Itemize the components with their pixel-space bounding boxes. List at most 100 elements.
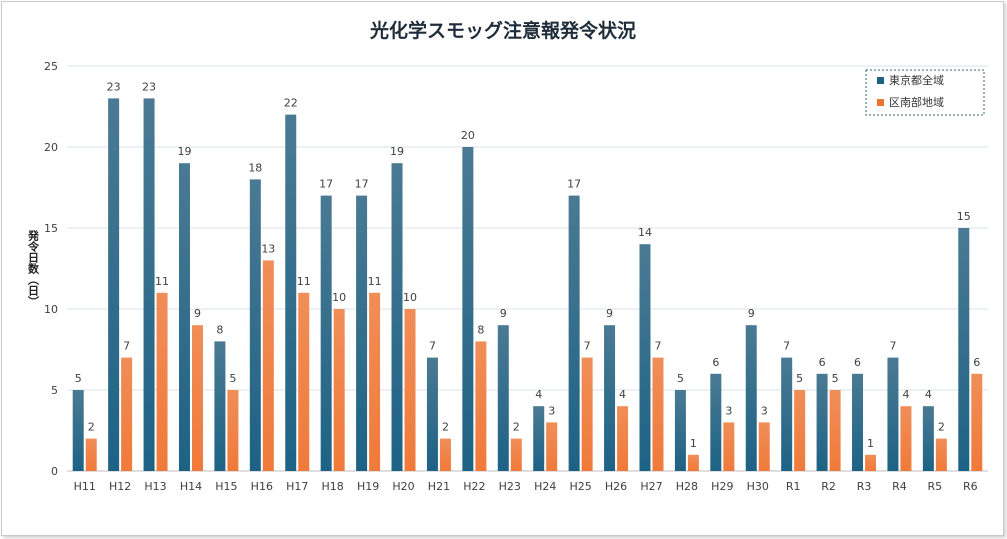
legend-label-south: 区南部地域 xyxy=(889,95,944,109)
x-tick-label-H19: H19 xyxy=(357,480,379,493)
bar-tokyo-H17 xyxy=(285,114,297,471)
x-tick-label-H21: H21 xyxy=(428,480,450,493)
y-axis-label: 発令日数（日） xyxy=(27,229,41,307)
y-tick-label: 10 xyxy=(44,303,58,316)
legend-swatch-tokyo xyxy=(877,77,884,84)
data-label-south-H27: 7 xyxy=(654,340,661,353)
y-tick-label: 15 xyxy=(44,222,58,235)
data-label-tokyo-R3: 6 xyxy=(854,356,861,369)
bar-tokyo-H24 xyxy=(533,406,545,471)
legend-box xyxy=(865,69,985,116)
data-label-south-H18: 10 xyxy=(332,291,346,304)
data-labels: 5223723111998518132211171017111910722089… xyxy=(75,80,981,449)
x-tick-label-R6: R6 xyxy=(963,480,978,493)
data-label-south-H28: 1 xyxy=(690,437,697,450)
bar-south-H25 xyxy=(581,357,593,471)
data-label-tokyo-H21: 7 xyxy=(429,340,436,353)
legend-swatch-south xyxy=(877,99,884,106)
data-label-south-H24: 3 xyxy=(548,404,555,417)
x-axis-ticks: H11 H12 H13 H14 H15 H16 H17 H18 H19 H20 H21 H22 H23 H… xyxy=(74,480,978,493)
bar-south-H23 xyxy=(510,438,522,471)
bar-south-R5 xyxy=(935,438,947,471)
bar-tokyo-H11 xyxy=(72,390,84,471)
x-tick-label-R1: R1 xyxy=(786,480,801,493)
bar-tokyo-H26 xyxy=(604,325,616,471)
data-label-south-H25: 7 xyxy=(584,340,591,353)
data-label-tokyo-R5: 4 xyxy=(925,388,932,401)
bar-tokyo-H12 xyxy=(108,98,120,472)
x-tick-label-R5: R5 xyxy=(928,480,943,493)
bar-south-H11 xyxy=(85,438,97,471)
data-label-south-H17: 11 xyxy=(297,275,311,288)
data-label-tokyo-H17: 22 xyxy=(284,97,298,110)
data-label-south-H11: 2 xyxy=(88,421,95,434)
data-label-south-H14: 9 xyxy=(194,307,201,320)
data-label-south-H29: 3 xyxy=(725,404,732,417)
bar-tokyo-H21 xyxy=(426,357,438,471)
bar-south-H12 xyxy=(121,357,133,471)
data-label-tokyo-R4: 7 xyxy=(889,340,896,353)
data-label-tokyo-R6: 15 xyxy=(957,210,971,223)
data-label-tokyo-H18: 17 xyxy=(319,178,333,191)
bar-tokyo-H22 xyxy=(462,147,474,471)
x-tick-label-H12: H12 xyxy=(109,480,131,493)
bar-tokyo-R3 xyxy=(852,373,864,471)
bar-south-H13 xyxy=(156,292,168,471)
data-label-tokyo-R1: 7 xyxy=(783,340,790,353)
bar-south-H26 xyxy=(617,406,629,471)
data-label-tokyo-H24: 4 xyxy=(535,388,542,401)
bar-tokyo-H18 xyxy=(320,195,332,471)
data-label-tokyo-H27: 14 xyxy=(638,226,652,239)
bar-south-H18 xyxy=(333,309,345,471)
bar-south-R6 xyxy=(971,373,983,471)
data-label-south-H22: 8 xyxy=(477,323,484,336)
gridlines xyxy=(67,65,988,472)
data-label-south-H30: 3 xyxy=(761,404,768,417)
y-tick-label: 25 xyxy=(44,60,58,73)
bar-south-H19 xyxy=(369,292,381,471)
data-label-south-H26: 4 xyxy=(619,388,626,401)
x-tick-label-H22: H22 xyxy=(463,480,485,493)
data-label-tokyo-H15: 8 xyxy=(216,323,223,336)
data-label-south-H13: 11 xyxy=(155,275,169,288)
x-tick-label-H23: H23 xyxy=(499,480,521,493)
data-label-south-H20: 10 xyxy=(403,291,417,304)
data-label-south-R3: 1 xyxy=(867,437,874,450)
x-tick-label-H24: H24 xyxy=(534,480,556,493)
legend: 東京都全域 区南部地域 xyxy=(865,69,985,116)
bar-south-H15 xyxy=(227,390,239,471)
bar-tokyo-H29 xyxy=(710,373,722,471)
data-label-tokyo-H13: 23 xyxy=(142,80,156,93)
bar-south-H21 xyxy=(439,438,451,471)
bar-south-H28 xyxy=(687,454,699,471)
data-label-south-H21: 2 xyxy=(442,421,449,434)
data-label-tokyo-H19: 17 xyxy=(355,178,369,191)
x-tick-label-R3: R3 xyxy=(857,480,872,493)
bars xyxy=(72,98,983,472)
data-label-south-H15: 5 xyxy=(229,372,236,385)
x-tick-label-H14: H14 xyxy=(180,480,202,493)
bar-tokyo-H25 xyxy=(568,195,580,471)
data-label-tokyo-H14: 19 xyxy=(177,145,191,158)
x-tick-label-H27: H27 xyxy=(640,480,662,493)
bar-tokyo-H23 xyxy=(497,325,509,471)
y-axis-ticks: 0 5 10 15 20 25 xyxy=(44,60,58,478)
bar-tokyo-R1 xyxy=(781,357,793,471)
bar-tokyo-R4 xyxy=(887,357,899,471)
x-tick-label-H26: H26 xyxy=(605,480,627,493)
bar-south-H27 xyxy=(652,357,664,471)
x-tick-label-H13: H13 xyxy=(144,480,166,493)
y-tick-label: 5 xyxy=(51,384,58,397)
bar-south-H16 xyxy=(262,260,274,471)
bar-tokyo-H15 xyxy=(214,341,226,471)
data-label-tokyo-H11: 5 xyxy=(75,372,82,385)
x-tick-label-H15: H15 xyxy=(215,480,237,493)
x-tick-label-H18: H18 xyxy=(322,480,344,493)
data-label-south-R1: 5 xyxy=(796,372,803,385)
y-tick-label: 0 xyxy=(51,465,58,478)
bar-tokyo-H16 xyxy=(249,179,261,471)
bar-south-H20 xyxy=(404,309,416,471)
bar-south-H30 xyxy=(758,422,770,471)
legend-label-tokyo: 東京都全域 xyxy=(889,73,944,87)
data-label-south-R6: 6 xyxy=(973,356,980,369)
